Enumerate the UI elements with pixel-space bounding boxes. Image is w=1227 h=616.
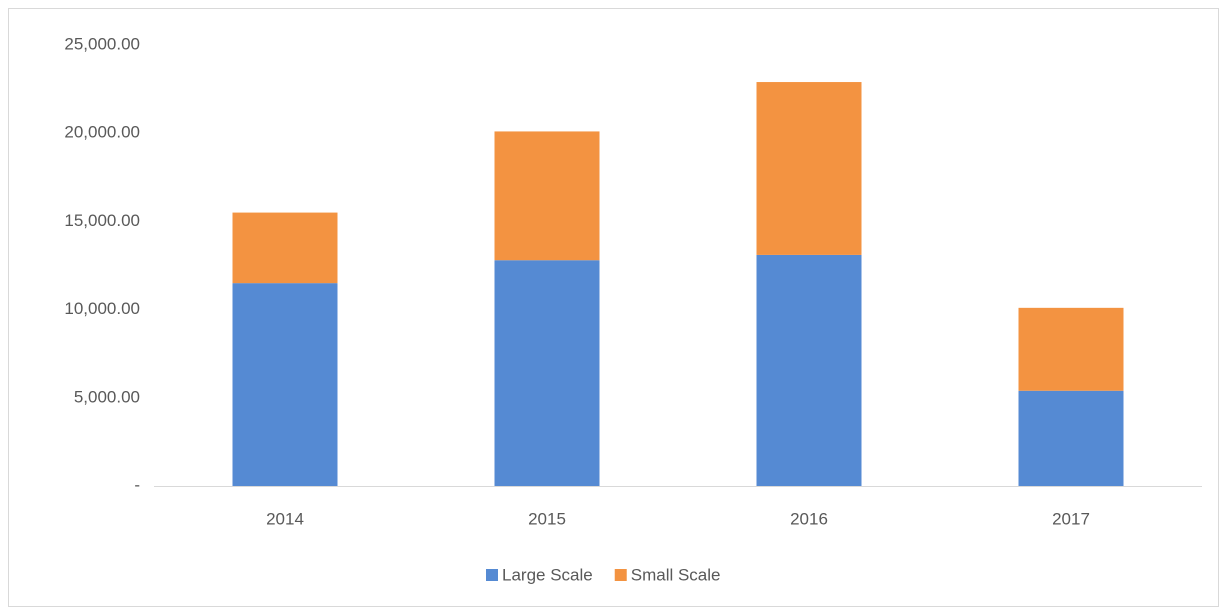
bar-segment — [232, 283, 338, 486]
bar-segment — [1018, 390, 1124, 486]
bar-segment — [1018, 307, 1124, 391]
legend-label: Large Scale — [502, 565, 593, 584]
y-tick-label: 25,000.00 — [64, 34, 140, 53]
bar-segment — [756, 82, 862, 255]
x-tick-label: 2014 — [266, 509, 304, 528]
bar-segment — [756, 254, 862, 486]
chart-border — [8, 8, 1219, 607]
legend-swatch — [614, 569, 627, 581]
bar-segment — [232, 212, 338, 284]
bar-segment — [494, 260, 600, 486]
bar-segment — [494, 131, 600, 261]
y-tick-label: 20,000.00 — [64, 123, 140, 142]
x-tick-label: 2017 — [1052, 509, 1090, 528]
x-tick-label: 2016 — [790, 509, 828, 528]
y-tick-label: - — [134, 475, 140, 494]
legend-label: Small Scale — [631, 565, 721, 584]
y-tick-label: 10,000.00 — [64, 299, 140, 318]
legend-swatch — [486, 569, 498, 581]
y-tick-label: 5,000.00 — [74, 387, 140, 406]
x-tick-label: 2015 — [528, 509, 566, 528]
y-tick-label: 15,000.00 — [64, 211, 140, 230]
